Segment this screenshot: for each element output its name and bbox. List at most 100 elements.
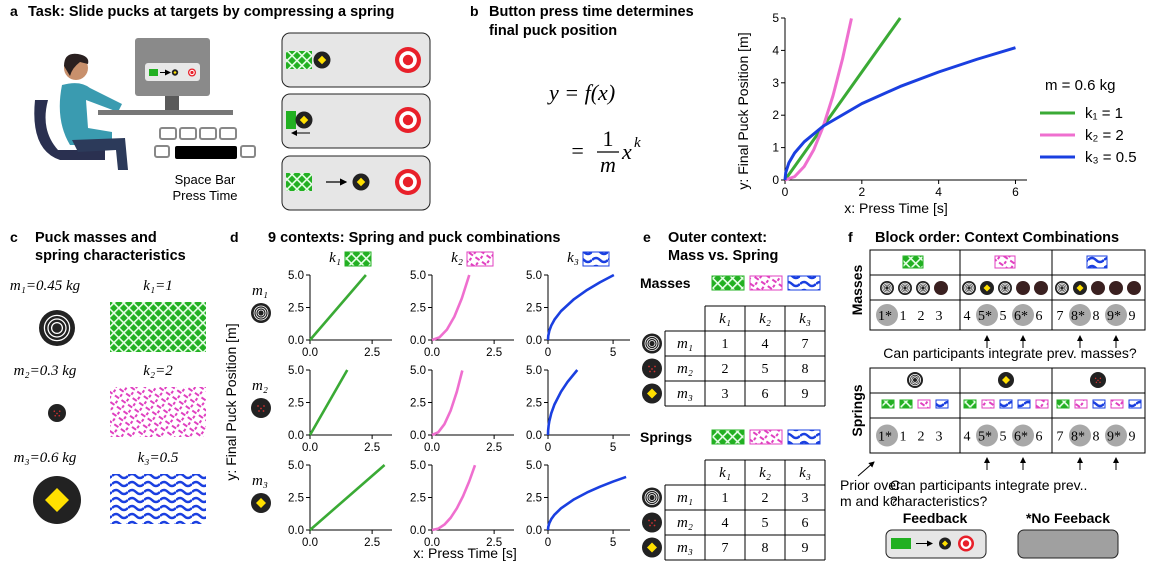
row-header: m₂ [677,515,693,531]
puck [1016,281,1030,295]
block-number: 7 [1057,309,1064,324]
table-cell: 5 [762,362,769,377]
spring-swatch [750,430,782,444]
column-label: k₃ [567,250,579,266]
panel-label: c [10,229,18,245]
x-tick-label: 5 [610,442,616,454]
question: Can participants integrate prev. masses? [883,345,1137,361]
series-line [432,371,462,435]
series-line [785,18,900,180]
table-cell: 5 [762,516,769,531]
row-label: m₁ [252,283,268,299]
panel-label: d [230,229,239,245]
x-tick-label: 0.0 [302,442,318,454]
y-tick-label: 5.0 [288,270,304,282]
legend-title: m = 0.6 kg [1045,77,1115,94]
block-number: 9* [1107,430,1121,445]
block-number: 1* [878,430,892,445]
table-cell: 7 [802,337,809,352]
table-cell: 7 [722,541,729,556]
y-axis-label: y: Final Puck Position [m] [735,32,751,189]
equation: m [600,152,616,177]
puck [1091,281,1105,295]
puck-dot [649,371,651,373]
table-cell: 1 [722,491,729,506]
block-number: 2 [918,309,925,324]
spring-swatch [1111,400,1123,408]
column-label: k₂ [451,250,463,266]
x-tick-label: 4 [935,185,942,199]
y-tick-label: 5.0 [526,270,542,282]
block-number: 4 [964,309,971,324]
key [180,128,196,139]
panel-title: Mass vs. Spring [668,248,778,264]
legend-label: k₁ = 1 [1085,105,1123,122]
column-header: k₁ [719,465,731,481]
block-number: 2 [918,430,925,445]
column-label: k₁ [329,250,341,266]
y-tick-label: 2.5 [526,303,542,315]
target [403,55,413,65]
question: Can participants integrate prev.. [890,477,1087,493]
spring-swatch [788,276,820,290]
table-cell: 1 [722,337,729,352]
puck-dot [654,366,656,368]
series-line [548,275,614,340]
block-number: 8 [1093,309,1100,324]
key [200,128,216,139]
legend-label: k₂ = 2 [1085,127,1124,144]
block-number: 3 [936,309,943,324]
spring-swatch [788,430,820,444]
puck-dot [1096,382,1097,383]
puck-dot [648,366,650,368]
block-number: 5* [978,309,992,324]
puck-dot [59,410,61,412]
spring-swatch [1000,400,1012,408]
x-tick-label: 0.0 [424,442,440,454]
y-tick-label: 5.0 [410,460,426,472]
y-tick-label: 0.0 [288,335,304,347]
equation: k [634,135,641,151]
row-header: m₁ [677,490,693,506]
puck-dot [56,413,58,415]
table-cell: 6 [802,516,809,531]
y-tick-label: 4 [772,43,779,57]
series-line [432,465,475,530]
table-cell: 3 [802,491,809,506]
y-tick-label: 2.5 [410,493,426,505]
y-tick-label: 0.0 [526,525,542,537]
x-tick-label: 0.0 [302,347,318,359]
arrow [858,462,874,476]
puck-dot [1100,378,1101,379]
y-tick-label: 2.5 [288,493,304,505]
spring-swatch [110,387,206,437]
screen-spring [149,69,158,76]
y-tick-label: 5.0 [410,365,426,377]
y-tick-label: 2.5 [410,398,426,410]
table-cell: 9 [802,541,809,556]
x-tick-label: 2.5 [486,442,502,454]
y-tick-label: 5.0 [526,365,542,377]
spring-swatch [1129,400,1141,408]
puck-dot [258,410,260,412]
spring-label: k₂=2 [143,363,173,379]
puck [1109,281,1123,295]
block-number: 6 [1036,309,1043,324]
spring [891,538,911,549]
panel-title: 9 contexts: Spring and puck combinations [268,230,560,246]
block-number: 1 [900,309,907,324]
table-cell: 3 [722,387,729,402]
block-number: 7 [1057,430,1064,445]
spring-label: k₁=1 [143,278,173,294]
series-line [310,465,385,530]
y-tick-label: 0.0 [410,430,426,442]
table-cell: 8 [762,541,769,556]
puck-dot [654,371,656,373]
equation: x [621,139,632,164]
mass-label: m₁=0.45 kg [10,278,81,294]
row-header: m₂ [677,361,693,377]
x-tick-label: 0.0 [424,347,440,359]
puck-dot [648,520,650,522]
block-number: 3 [936,430,943,445]
block-number: 1* [878,309,892,324]
